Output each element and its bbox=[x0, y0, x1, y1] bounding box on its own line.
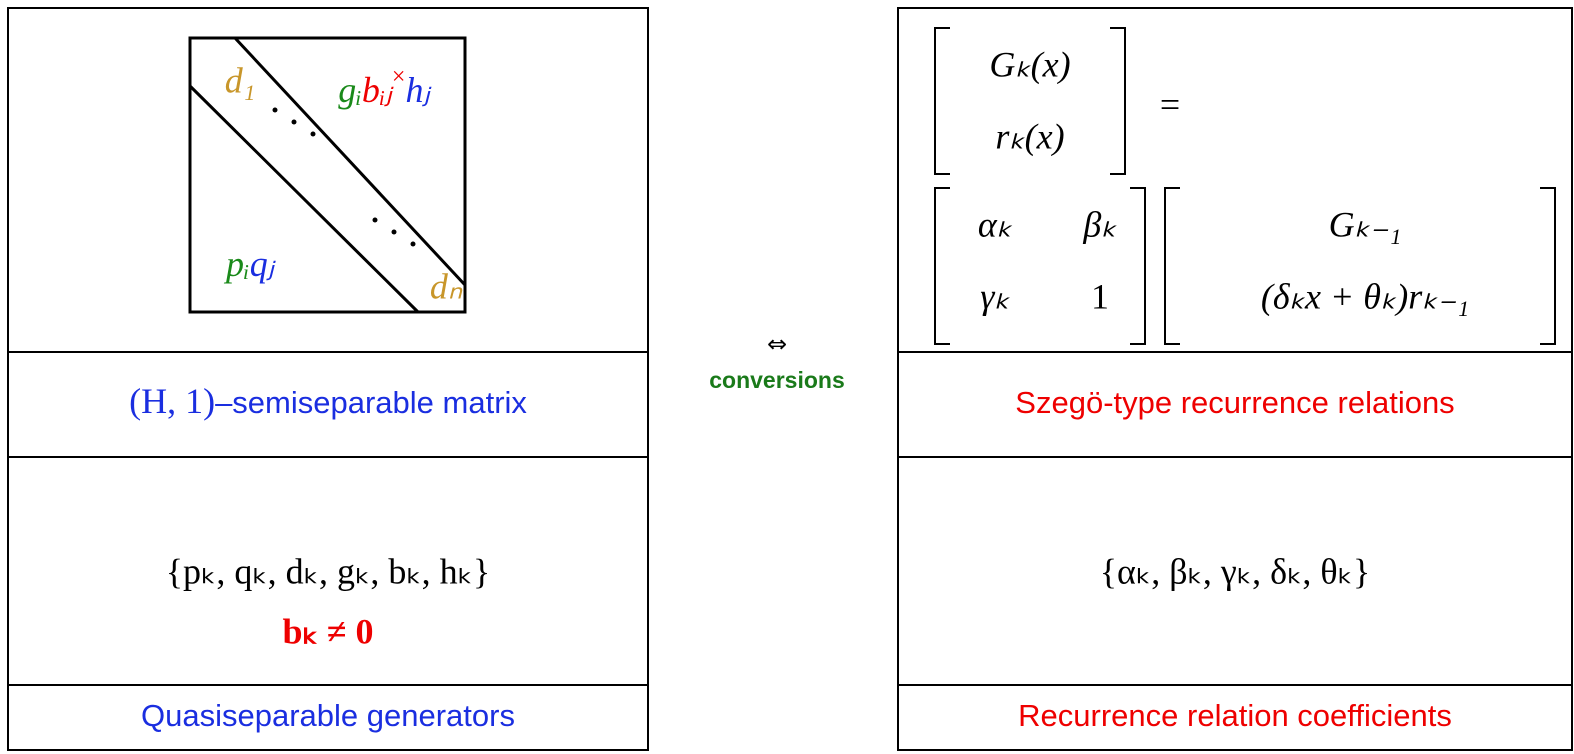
coefficients: {αₖ, βₖ, γₖ, δₖ, θₖ} bbox=[1100, 551, 1371, 591]
lower-label: pᵢqⱼ bbox=[223, 244, 277, 284]
b-sup: × bbox=[392, 64, 406, 90]
dot bbox=[410, 241, 416, 247]
diag-last: dₙ bbox=[430, 266, 463, 306]
band-line bbox=[188, 84, 420, 314]
coef: βₖ bbox=[1082, 204, 1117, 244]
bracket bbox=[934, 27, 1126, 175]
band-line bbox=[233, 36, 467, 287]
g: gᵢ bbox=[338, 70, 362, 110]
right-caption: Recurrence relation coefficients bbox=[1018, 698, 1452, 733]
upper-label: gᵢbᵢⱼ×hⱼ bbox=[338, 64, 432, 111]
dot bbox=[272, 107, 278, 113]
dot bbox=[391, 229, 397, 235]
b: bᵢⱼ bbox=[362, 70, 395, 110]
dot bbox=[291, 119, 297, 125]
coef: γₖ bbox=[980, 276, 1010, 316]
left-title: (H, 1)–semiseparable matrix bbox=[129, 381, 527, 421]
generators: {pₖ, qₖ, dₖ, gₖ, bₖ, hₖ} bbox=[166, 551, 491, 591]
equals: = bbox=[1160, 84, 1180, 124]
matrix-box bbox=[188, 36, 467, 314]
left-caption: Quasiseparable generators bbox=[141, 698, 515, 733]
bracket bbox=[1164, 187, 1556, 345]
title-text: –semiseparable matrix bbox=[215, 385, 527, 420]
diag-first: d₁ bbox=[225, 60, 256, 100]
p: pᵢ bbox=[223, 244, 250, 284]
right-table bbox=[897, 7, 1573, 751]
left-table bbox=[7, 7, 649, 751]
vec: Gₖ₋₁ bbox=[1329, 204, 1402, 244]
coef: αₖ bbox=[978, 204, 1013, 244]
bracket bbox=[934, 187, 1146, 345]
equivalence: ⇔ bbox=[767, 330, 787, 358]
lhs: Gₖ(x) bbox=[989, 44, 1070, 84]
dots bbox=[272, 107, 416, 247]
dot bbox=[372, 217, 378, 223]
vec: (δₖx + θₖ)rₖ₋₁ bbox=[1261, 276, 1469, 316]
title-math: (H, 1) bbox=[129, 381, 215, 421]
conversions: conversions bbox=[709, 367, 845, 393]
right-title: Szegö-type recurrence relations bbox=[1015, 385, 1454, 420]
dot bbox=[310, 131, 316, 137]
lhs: rₖ(x) bbox=[995, 116, 1064, 156]
coef: 1 bbox=[1091, 276, 1109, 316]
condition: bₖ ≠ 0 bbox=[282, 611, 373, 651]
q: qⱼ bbox=[250, 244, 277, 284]
h: hⱼ bbox=[405, 70, 432, 110]
